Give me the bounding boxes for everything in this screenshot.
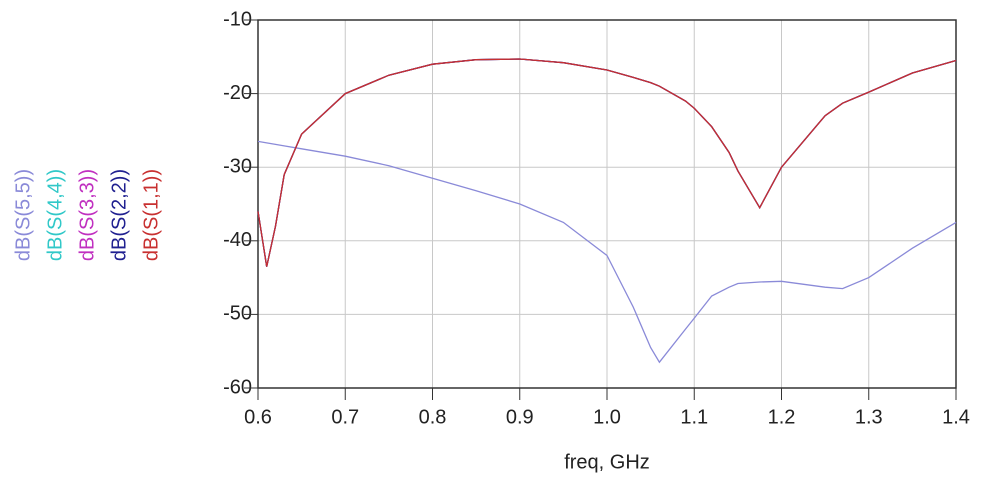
legend-label: dB(S(2,2)) [108,169,130,261]
x-tick-label: 0.6 [244,406,272,428]
y-tick-label: -10 [223,8,252,30]
x-tick-label: 1.4 [942,406,970,428]
y-tick-label: -60 [223,376,252,398]
legend-label: dB(S(3,3)) [76,169,98,261]
y-tick-label: -20 [223,82,252,104]
x-tick-label: 0.9 [506,406,534,428]
y-tick-label: -30 [223,155,252,177]
x-tick-label: 0.7 [331,406,359,428]
legend-label: dB(S(5,5)) [12,169,34,261]
legend-label: dB(S(1,1)) [140,169,162,261]
x-axis-label: freq, GHz [564,451,650,473]
chart: freq, GHz -10 -20 -30 -40 -50 -60 0.6 0.7 0.8 0.9… [0,0,981,477]
x-tick-label: 1.3 [855,406,883,428]
x-tick-label: 1.2 [768,406,796,428]
x-tick-label: 0.8 [419,406,447,428]
legend-label: dB(S(4,4)) [44,169,66,261]
x-tick-label: 1.0 [593,406,621,428]
y-tick-label: -40 [223,229,252,251]
x-tick-label: 1.1 [680,406,708,428]
y-tick-label: -50 [223,303,252,325]
